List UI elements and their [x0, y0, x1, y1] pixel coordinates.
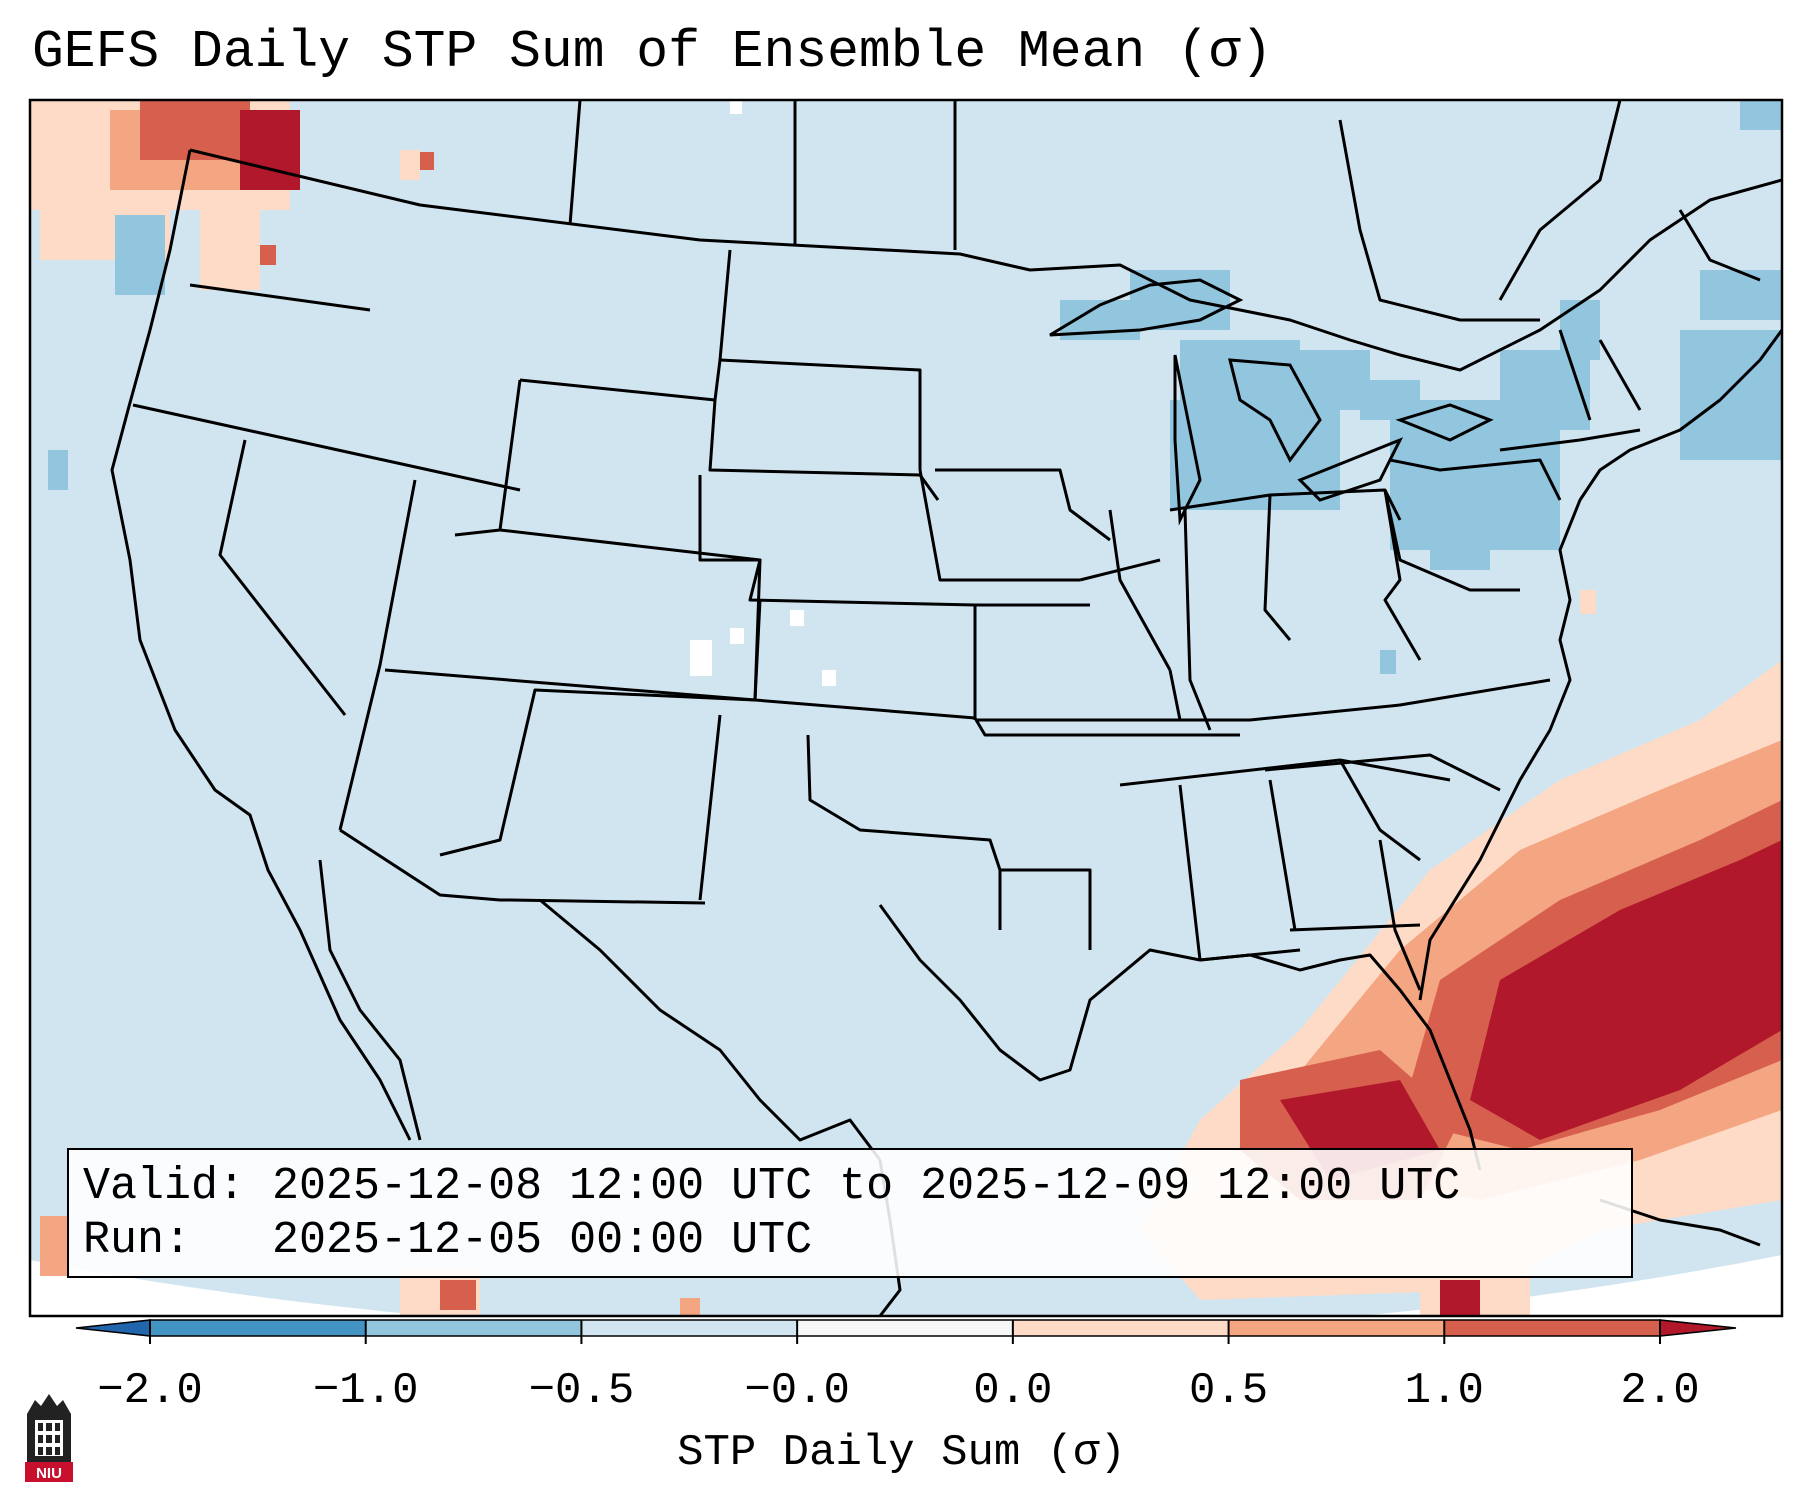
colorbar-bin-3: [797, 1320, 1014, 1336]
colorbar-tick-label: −2.0: [97, 1366, 203, 1416]
projection-outside-area: [30, 1255, 1782, 1316]
run-value: 2025-12-05 00:00 UTC: [272, 1215, 813, 1266]
boundaries: [110, 100, 1782, 1316]
valid-label: Valid:: [83, 1161, 246, 1212]
map-frame: [28, 98, 1784, 1318]
colorbar-under-arrow: [75, 1319, 151, 1337]
niu-logo-icon: NIU: [25, 1394, 73, 1482]
colorbar-tick-label: −1.0: [312, 1366, 419, 1416]
colorbar-tick-label: 0.0: [973, 1366, 1053, 1416]
logo-text: NIU: [36, 1465, 62, 1482]
colorbar-tick-label: 0.5: [1188, 1366, 1269, 1416]
colorbar-label: STP Daily Sum (σ): [677, 1428, 1126, 1478]
colorbar-tick-label: 1.0: [1404, 1366, 1484, 1416]
run-label: Run:: [83, 1215, 192, 1266]
colorbar-bin-6: [1444, 1320, 1661, 1336]
colorbar-tick-label: 2.0: [1620, 1366, 1700, 1416]
colorbar: [75, 1319, 1737, 1344]
valid-value: 2025-12-08 12:00 UTC to 2025-12-09 12:00…: [272, 1161, 1461, 1212]
colorbar-bin-2: [581, 1320, 798, 1336]
valid-run-info-box: Valid: 2025-12-08 12:00 UTC to 2025-12-0…: [67, 1148, 1633, 1278]
map-title: GEFS Daily STP Sum of Ensemble Mean (σ): [32, 22, 1273, 82]
great-lakes: [1049, 278, 1494, 526]
colorbar-over-arrow: [1659, 1319, 1737, 1337]
colorbar-bin-4: [1012, 1320, 1230, 1336]
colorbar-bin-0: [150, 1320, 367, 1336]
colorbar-bin-1: [365, 1320, 582, 1336]
anomaly-near-zero-cells: [690, 100, 836, 686]
colorbar-bin-5: [1228, 1320, 1445, 1336]
colorbar-tick-label: −0.5: [528, 1366, 635, 1416]
colorbar-tick-label: −0.0: [744, 1366, 850, 1416]
